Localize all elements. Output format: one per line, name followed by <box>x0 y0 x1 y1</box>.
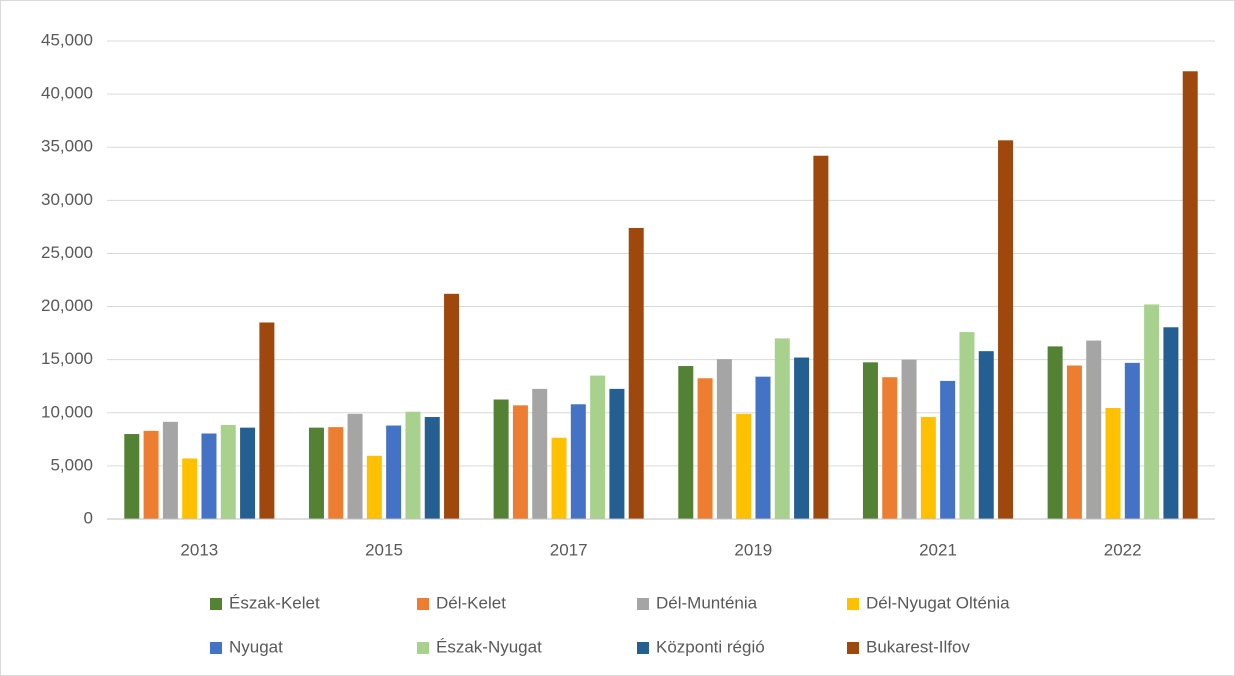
bar <box>444 293 460 519</box>
legend-swatch <box>210 598 222 610</box>
bar <box>794 357 810 519</box>
x-tick-label: 2015 <box>365 540 403 559</box>
x-tick-label: 2019 <box>734 540 772 559</box>
bar <box>532 388 548 519</box>
bar <box>386 425 402 519</box>
bar <box>551 437 567 519</box>
legend-swatch <box>637 598 649 610</box>
x-tick-label: 2017 <box>550 540 588 559</box>
y-tick-label: 0 <box>84 508 93 527</box>
legend-label: Dél-Kelet <box>436 593 506 612</box>
bar <box>901 359 917 519</box>
legend-swatch <box>417 642 429 654</box>
y-tick-label: 30,000 <box>41 190 93 209</box>
bar <box>813 155 829 519</box>
bar <box>1105 407 1121 519</box>
y-tick-label: 25,000 <box>41 243 93 262</box>
bar <box>1086 340 1102 519</box>
bar <box>328 427 344 519</box>
bar <box>143 430 159 519</box>
x-tick-label: 2013 <box>180 540 218 559</box>
x-tick-label: 2021 <box>919 540 957 559</box>
bar <box>755 376 771 519</box>
bar <box>259 322 275 519</box>
legend-label: Központi régió <box>656 637 765 656</box>
legend-swatch <box>847 598 859 610</box>
bar <box>201 433 217 519</box>
bar <box>920 417 936 519</box>
bar <box>1144 304 1160 519</box>
bar <box>978 351 994 519</box>
bar <box>882 377 898 519</box>
y-tick-label: 40,000 <box>41 84 93 103</box>
bar <box>1163 327 1179 519</box>
bar <box>182 458 198 519</box>
y-tick-label: 35,000 <box>41 137 93 156</box>
y-tick-label: 5,000 <box>50 455 93 474</box>
legend-swatch <box>637 642 649 654</box>
bar <box>1047 346 1063 519</box>
y-tick-label: 10,000 <box>41 402 93 421</box>
bar <box>678 366 694 519</box>
legend-label: Észak-Nyugat <box>436 637 542 656</box>
bar <box>570 404 586 519</box>
bar <box>512 405 528 519</box>
bar <box>124 434 140 519</box>
bar <box>1066 365 1082 519</box>
bar <box>609 388 625 519</box>
bar <box>736 413 752 519</box>
y-tick-label: 45,000 <box>41 30 93 49</box>
legend-label: Bukarest-Ilfov <box>866 637 970 656</box>
bar <box>347 413 363 519</box>
bar <box>1182 71 1198 520</box>
bar <box>366 455 382 519</box>
bar <box>959 332 975 519</box>
legend-swatch <box>210 642 222 654</box>
bar <box>862 362 878 519</box>
legend-swatch <box>847 642 859 654</box>
legend-label: Nyugat <box>229 637 283 656</box>
bar <box>493 399 509 519</box>
bar <box>774 338 790 519</box>
y-tick-label: 15,000 <box>41 349 93 368</box>
legend-label: Dél-Nyugat Olténia <box>866 593 1010 612</box>
x-tick-label: 2022 <box>1104 540 1142 559</box>
bar <box>405 411 421 519</box>
y-tick-label: 20,000 <box>41 296 93 315</box>
bar <box>162 421 178 519</box>
bar <box>716 359 732 519</box>
bar <box>590 375 606 519</box>
bar <box>697 378 713 519</box>
bar <box>940 380 956 519</box>
bar <box>998 140 1014 519</box>
bar <box>1124 362 1140 519</box>
bar <box>220 424 236 519</box>
bar <box>308 427 324 519</box>
bar <box>628 227 644 519</box>
bar <box>240 427 256 519</box>
legend-label: Észak-Kelet <box>229 593 320 612</box>
legend-swatch <box>417 598 429 610</box>
legend-label: Dél-Munténia <box>656 593 758 612</box>
bar <box>424 417 440 519</box>
